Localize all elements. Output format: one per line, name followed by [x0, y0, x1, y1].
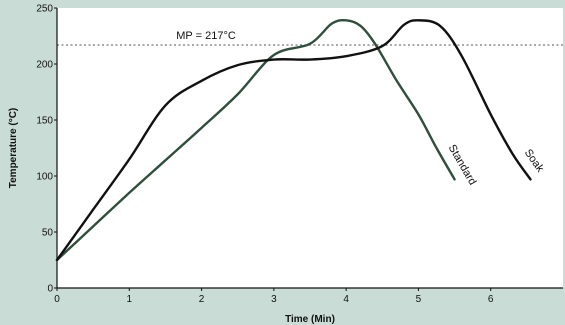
x-axis-title: Time (Min)	[285, 314, 335, 325]
series-line-soak	[55, 19, 532, 262]
y-tick-label: 250	[36, 4, 53, 15]
y-tick-label: 50	[42, 228, 54, 239]
x-tick-label: 5	[416, 294, 422, 305]
y-axis-title: Temperature (°C)	[8, 108, 19, 189]
series-line-standard	[55, 18, 456, 262]
x-tick-label: 1	[127, 294, 133, 305]
x-tick-label: 3	[271, 294, 277, 305]
y-tick-label: 100	[36, 172, 53, 183]
x-tick-label: 0	[54, 294, 60, 305]
y-tick-label: 0	[47, 284, 53, 295]
x-tick-label: 6	[488, 294, 494, 305]
y-tick-label: 150	[36, 116, 53, 127]
y-tick-label: 200	[36, 60, 53, 71]
plot-area	[57, 8, 563, 288]
x-tick-label: 2	[199, 294, 205, 305]
x-tick-label: 4	[343, 294, 349, 305]
mp-reference-label: MP = 217°C	[176, 30, 236, 42]
